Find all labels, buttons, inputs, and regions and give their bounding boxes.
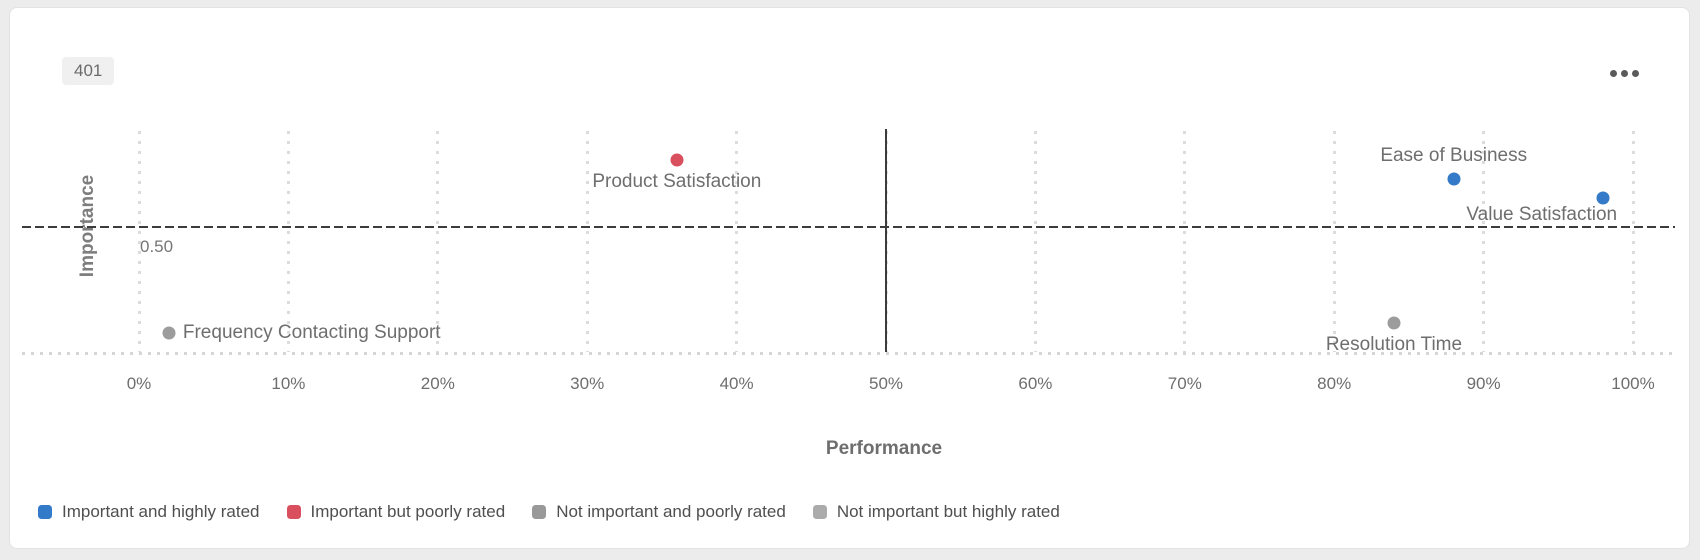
ellipsis-dot xyxy=(1610,70,1617,77)
gridline-100% xyxy=(1631,131,1635,352)
x-tick-label: 50% xyxy=(868,374,904,393)
gridline-40% xyxy=(735,131,739,352)
importance-reference-line xyxy=(22,226,1675,229)
legend-item-important-and-highly-rated: Important and highly rated xyxy=(38,502,260,522)
chart-card: 401 Importance 0.50 Product Satisfaction… xyxy=(9,7,1690,549)
gridline-10% xyxy=(286,131,290,352)
legend-item-not-important-but-highly-rated: Not important but highly rated xyxy=(812,502,1060,522)
gridline-30% xyxy=(585,131,589,352)
reference-line-value-label: 0.50 xyxy=(140,237,174,257)
ellipsis-menu-icon[interactable] xyxy=(1606,66,1643,81)
legend-label: Important and highly rated xyxy=(62,502,260,521)
x-tick-label: 60% xyxy=(1018,374,1053,393)
gridline-80% xyxy=(1332,131,1336,352)
data-point-value-satisfaction[interactable] xyxy=(1596,191,1610,205)
point-label-resolution-time: Resolution Time xyxy=(1325,334,1463,356)
x-tick-label: 80% xyxy=(1317,374,1352,393)
data-point-product-satisfaction[interactable] xyxy=(670,153,684,167)
gridline-90% xyxy=(1482,131,1486,352)
legend-swatch-icon xyxy=(286,505,301,519)
x-axis-baseline xyxy=(22,352,1675,355)
legend-label: Not important but highly rated xyxy=(836,502,1060,521)
gridline-0% xyxy=(137,131,141,352)
legend-label: Important but poorly rated xyxy=(310,502,506,521)
legend: Important and highly rated Important but … xyxy=(38,502,1060,522)
point-label-value-satisfaction: Value Satisfaction xyxy=(1466,204,1618,226)
x-tick-label: 0% xyxy=(126,374,152,393)
x-axis-label: Performance xyxy=(825,438,943,459)
x-tick-label: 40% xyxy=(719,374,754,393)
ellipsis-dot xyxy=(1621,70,1628,77)
x-tick-label: 30% xyxy=(570,374,605,393)
legend-swatch-icon xyxy=(812,505,827,519)
legend-swatch-icon xyxy=(38,505,52,519)
data-point-ease-of-business[interactable] xyxy=(1447,172,1461,186)
x-tick-label: 100% xyxy=(1611,374,1655,393)
x-tick-label: 70% xyxy=(1167,374,1202,393)
x-tick-label: 90% xyxy=(1466,374,1501,393)
legend-item-important-but-poorly-rated: Important but poorly rated xyxy=(286,502,506,522)
legend-swatch-icon xyxy=(532,505,547,519)
x-tick-label: 20% xyxy=(420,374,455,393)
gridline-20% xyxy=(436,131,440,352)
gridline-60% xyxy=(1033,131,1037,352)
data-point-frequency-contacting-support[interactable] xyxy=(162,326,176,340)
count-badge: 401 xyxy=(62,57,115,85)
point-label-ease-of-business: Ease of Business xyxy=(1380,145,1528,167)
legend-label: Not important and poorly rated xyxy=(556,502,786,521)
point-label-frequency-contacting-support: Frequency Contacting Support xyxy=(182,321,441,343)
gridline-70% xyxy=(1183,131,1187,352)
x-tick-label: 10% xyxy=(271,374,306,393)
data-point-resolution-time[interactable] xyxy=(1387,316,1401,330)
performance-reference-line xyxy=(885,129,887,352)
ellipsis-dot xyxy=(1632,70,1639,77)
legend-item-not-important-and-poorly-rated: Not important and poorly rated xyxy=(532,502,786,522)
point-label-product-satisfaction: Product Satisfaction xyxy=(592,170,762,192)
